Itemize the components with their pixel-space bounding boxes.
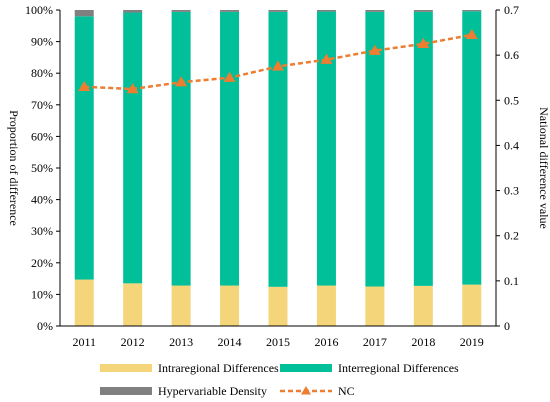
bar-interregional-differences-2013 xyxy=(171,11,191,286)
nc-marker-2019 xyxy=(465,28,478,40)
legend-swatch-intraregional-differences xyxy=(100,364,152,372)
right-tick-label: 0 xyxy=(504,319,510,333)
left-tick-label: 100% xyxy=(25,3,53,17)
bar-intraregional-differences-2012 xyxy=(123,283,143,326)
bar-interregional-differences-2015 xyxy=(268,11,288,287)
right-tick-label: 0.3 xyxy=(504,184,519,198)
right-tick-label: 0.6 xyxy=(504,48,519,62)
bar-interregional-differences-2017 xyxy=(365,11,385,287)
bar-interregional-differences-2011 xyxy=(74,16,94,280)
right-axis-title: National difference value xyxy=(537,107,550,229)
bar-hypervariable-density-2012 xyxy=(123,10,143,13)
legend-marker-nc xyxy=(301,386,311,395)
right-tick-label: 0.2 xyxy=(504,229,519,243)
legend: Intraregional Differences Interregional D… xyxy=(100,361,459,398)
bar-hypervariable-density-2019 xyxy=(462,10,482,12)
bar-intraregional-differences-2018 xyxy=(413,285,433,326)
legend-label-hypervariable-density: Hypervariable Density xyxy=(158,384,267,398)
left-tick-label: 90% xyxy=(31,35,53,49)
left-axis: 0% 10% 20% 30% 40% 50% 60% 70% 80% 90% 100% xyxy=(25,3,61,333)
right-tick-label: 0.4 xyxy=(504,138,519,152)
bar-intraregional-differences-2011 xyxy=(74,279,94,326)
plot-area xyxy=(74,10,482,326)
bar-interregional-differences-2014 xyxy=(220,11,240,286)
bar-interregional-differences-2012 xyxy=(123,12,143,284)
x-tick-label: 2014 xyxy=(218,335,242,349)
bar-hypervariable-density-2015 xyxy=(268,10,288,12)
x-tick-label: 2018 xyxy=(411,335,435,349)
left-tick-label: 30% xyxy=(31,224,53,238)
bar-intraregional-differences-2017 xyxy=(365,286,385,326)
legend-swatch-interregional-differences xyxy=(280,364,332,372)
bar-intraregional-differences-2014 xyxy=(220,285,240,326)
bar-hypervariable-density-2011 xyxy=(74,10,94,17)
left-tick-label: 10% xyxy=(31,287,53,301)
left-tick-label: 70% xyxy=(31,98,53,112)
bar-hypervariable-density-2014 xyxy=(220,10,240,12)
nc-marker-2013 xyxy=(175,76,188,87)
x-tick-label: 2012 xyxy=(121,335,145,349)
bar-intraregional-differences-2015 xyxy=(268,286,288,326)
bar-interregional-differences-2019 xyxy=(462,11,482,285)
bar-intraregional-differences-2019 xyxy=(462,284,482,326)
x-tick-label: 2015 xyxy=(266,335,290,349)
left-tick-label: 20% xyxy=(31,256,53,270)
x-tick-label: 2011 xyxy=(72,335,96,349)
x-axis: 2011 2012 2013 2014 2015 2016 2017 2018 2019 xyxy=(60,325,496,349)
nc-marker-2011 xyxy=(78,80,91,91)
legend-swatch-hypervariable-density xyxy=(100,387,152,395)
bar-hypervariable-density-2016 xyxy=(316,10,336,12)
x-tick-label: 2019 xyxy=(460,335,484,349)
legend-label-interregional-differences: Interregional Differences xyxy=(338,361,459,375)
legend-label-intraregional-differences: Intraregional Differences xyxy=(158,361,279,375)
bar-hypervariable-density-2018 xyxy=(413,10,433,12)
nc-marker-2012 xyxy=(126,83,139,94)
left-tick-label: 0% xyxy=(37,319,53,333)
nc-marker-2014 xyxy=(223,71,236,82)
legend-label-nc: NC xyxy=(338,384,355,398)
bar-intraregional-differences-2016 xyxy=(316,285,336,326)
bar-hypervariable-density-2013 xyxy=(171,10,191,12)
nc-marker-2015 xyxy=(272,60,284,71)
bar-interregional-differences-2016 xyxy=(316,11,336,286)
nc-marker-2016 xyxy=(320,53,333,64)
left-tick-label: 80% xyxy=(31,66,53,80)
right-tick-label: 0.7 xyxy=(504,3,519,17)
left-tick-label: 50% xyxy=(31,161,53,175)
nc-marker-2018 xyxy=(417,37,430,49)
x-tick-label: 2016 xyxy=(314,335,338,349)
bar-hypervariable-density-2017 xyxy=(365,10,385,12)
bar-interregional-differences-2018 xyxy=(413,11,433,286)
right-tick-label: 0.1 xyxy=(504,274,519,288)
left-tick-label: 40% xyxy=(31,193,53,207)
right-tick-label: 0.5 xyxy=(504,93,519,107)
left-tick-label: 60% xyxy=(31,129,53,143)
nc-marker-2017 xyxy=(368,44,381,55)
x-tick-label: 2017 xyxy=(363,335,387,349)
bar-intraregional-differences-2013 xyxy=(171,285,191,326)
right-axis: 0 0.1 0.2 0.3 0.4 0.5 0.6 0.7 xyxy=(495,3,519,333)
x-tick-label: 2013 xyxy=(169,335,193,349)
left-axis-title: Proportion of difference xyxy=(7,110,21,226)
